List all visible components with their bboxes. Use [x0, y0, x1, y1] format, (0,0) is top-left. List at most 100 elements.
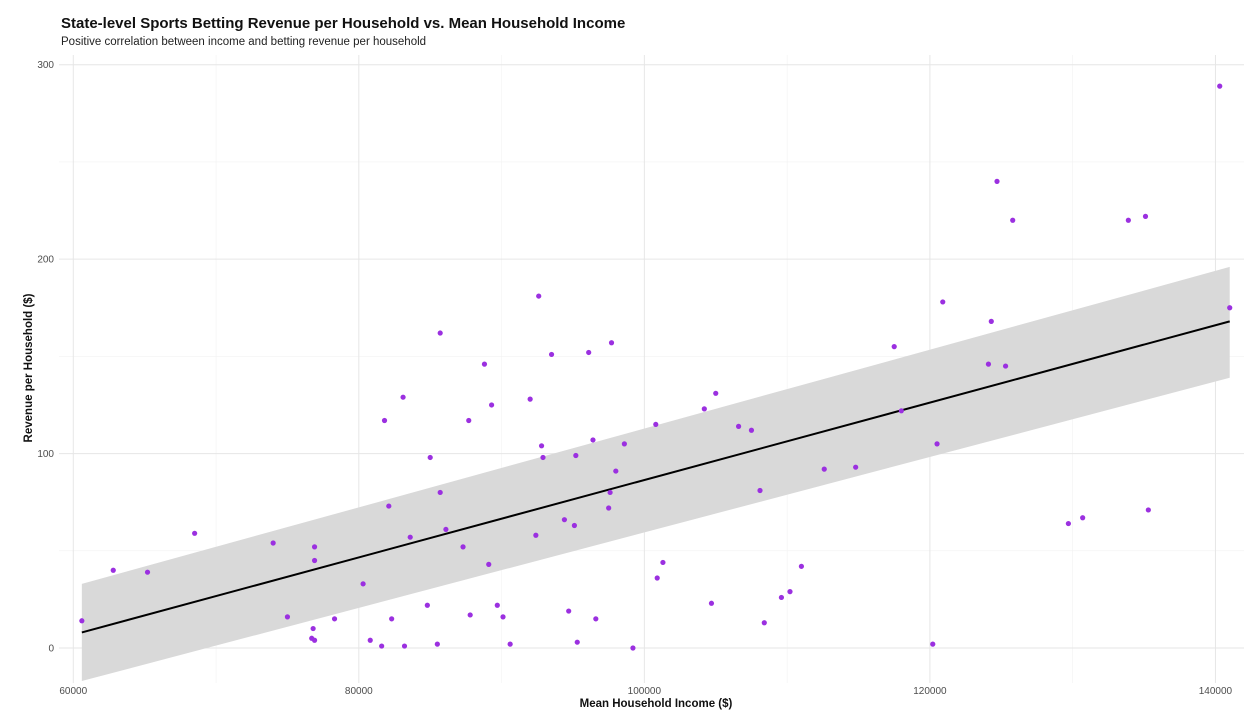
data-point	[586, 349, 592, 356]
data-point	[467, 612, 473, 618]
data-point	[608, 340, 615, 346]
data-point	[536, 293, 542, 299]
data-point	[613, 468, 619, 474]
data-point	[494, 602, 500, 608]
data-point	[821, 466, 827, 472]
x-axis-title: Mean Household Income ($)	[580, 698, 733, 710]
data-point	[437, 489, 443, 496]
data-point	[607, 489, 613, 496]
data-point	[381, 417, 388, 424]
chart-subtitle: Positive correlation between income and …	[61, 36, 427, 48]
data-point	[561, 517, 568, 523]
data-point	[284, 614, 291, 620]
y-tick-label: 0	[48, 644, 54, 655]
data-points	[79, 83, 1233, 651]
data-point	[898, 408, 904, 414]
data-point	[488, 402, 495, 408]
data-point	[424, 602, 430, 608]
data-point	[389, 616, 395, 622]
data-point	[787, 589, 793, 595]
data-point	[331, 616, 338, 622]
chart-title: State-level Sports Betting Revenue per H…	[61, 15, 626, 32]
x-tick-label: 80000	[345, 686, 373, 697]
data-point	[985, 361, 992, 367]
data-point	[548, 351, 555, 358]
data-point	[144, 569, 151, 575]
data-point	[540, 454, 546, 461]
data-point	[573, 452, 579, 459]
data-point	[367, 637, 373, 643]
data-point	[653, 421, 659, 428]
data-point	[379, 643, 385, 649]
data-point	[311, 544, 318, 550]
data-point	[311, 557, 318, 564]
data-point	[486, 561, 492, 567]
x-tick-label: 120000	[913, 686, 947, 697]
data-point	[630, 645, 636, 651]
data-point	[79, 618, 85, 624]
data-point	[527, 396, 533, 402]
data-point	[757, 487, 763, 494]
data-point	[574, 639, 580, 645]
data-point	[748, 427, 755, 433]
data-point	[853, 464, 859, 470]
data-point	[940, 299, 946, 305]
data-point	[994, 178, 1000, 184]
data-point	[507, 641, 513, 647]
data-point	[571, 522, 578, 529]
x-axis-ticks: 60000 80000 100000 120000 140000	[59, 686, 1232, 697]
data-point	[460, 544, 466, 550]
y-tick-label: 100	[37, 449, 54, 460]
data-point	[891, 344, 897, 350]
data-point	[1010, 217, 1016, 223]
data-point	[713, 390, 719, 396]
trend-line	[81, 320, 1230, 634]
data-point	[270, 540, 276, 546]
data-point	[481, 361, 488, 367]
data-point	[708, 600, 715, 606]
data-point	[1080, 515, 1086, 521]
data-point	[1145, 507, 1151, 513]
data-point	[654, 575, 660, 581]
data-point	[1065, 520, 1071, 527]
data-point	[386, 503, 392, 509]
data-point	[427, 454, 433, 461]
data-point	[110, 567, 116, 573]
data-point	[590, 437, 596, 443]
y-axis-title: Revenue per Household ($)	[23, 293, 35, 442]
data-point	[443, 526, 449, 533]
data-point	[434, 641, 440, 647]
data-point	[401, 643, 408, 649]
data-point	[538, 443, 545, 449]
data-point	[660, 559, 666, 566]
data-point	[778, 594, 785, 601]
data-point	[701, 406, 707, 412]
x-tick-label: 60000	[59, 686, 87, 697]
data-point	[593, 616, 599, 622]
data-point	[621, 441, 627, 447]
confidence-band	[81, 266, 1230, 682]
data-point	[761, 620, 767, 626]
data-point	[606, 505, 612, 511]
data-point	[930, 641, 936, 647]
data-point	[400, 394, 406, 400]
data-point	[533, 532, 539, 538]
data-point	[798, 563, 805, 569]
x-tick-label: 140000	[1199, 686, 1233, 697]
data-point	[311, 637, 318, 643]
data-point	[1002, 363, 1009, 369]
y-axis-ticks: 0 100 200 300	[37, 60, 54, 654]
data-point	[407, 534, 413, 540]
data-point	[466, 417, 472, 424]
data-point	[934, 441, 940, 447]
data-point	[360, 581, 366, 587]
data-point	[310, 625, 316, 632]
y-tick-label: 300	[37, 60, 54, 71]
trend-line-group	[81, 320, 1230, 634]
data-point	[192, 530, 198, 536]
data-point	[1227, 305, 1233, 311]
confidence-band-group	[81, 266, 1230, 682]
data-point	[1142, 213, 1149, 219]
y-tick-label: 200	[37, 255, 54, 266]
